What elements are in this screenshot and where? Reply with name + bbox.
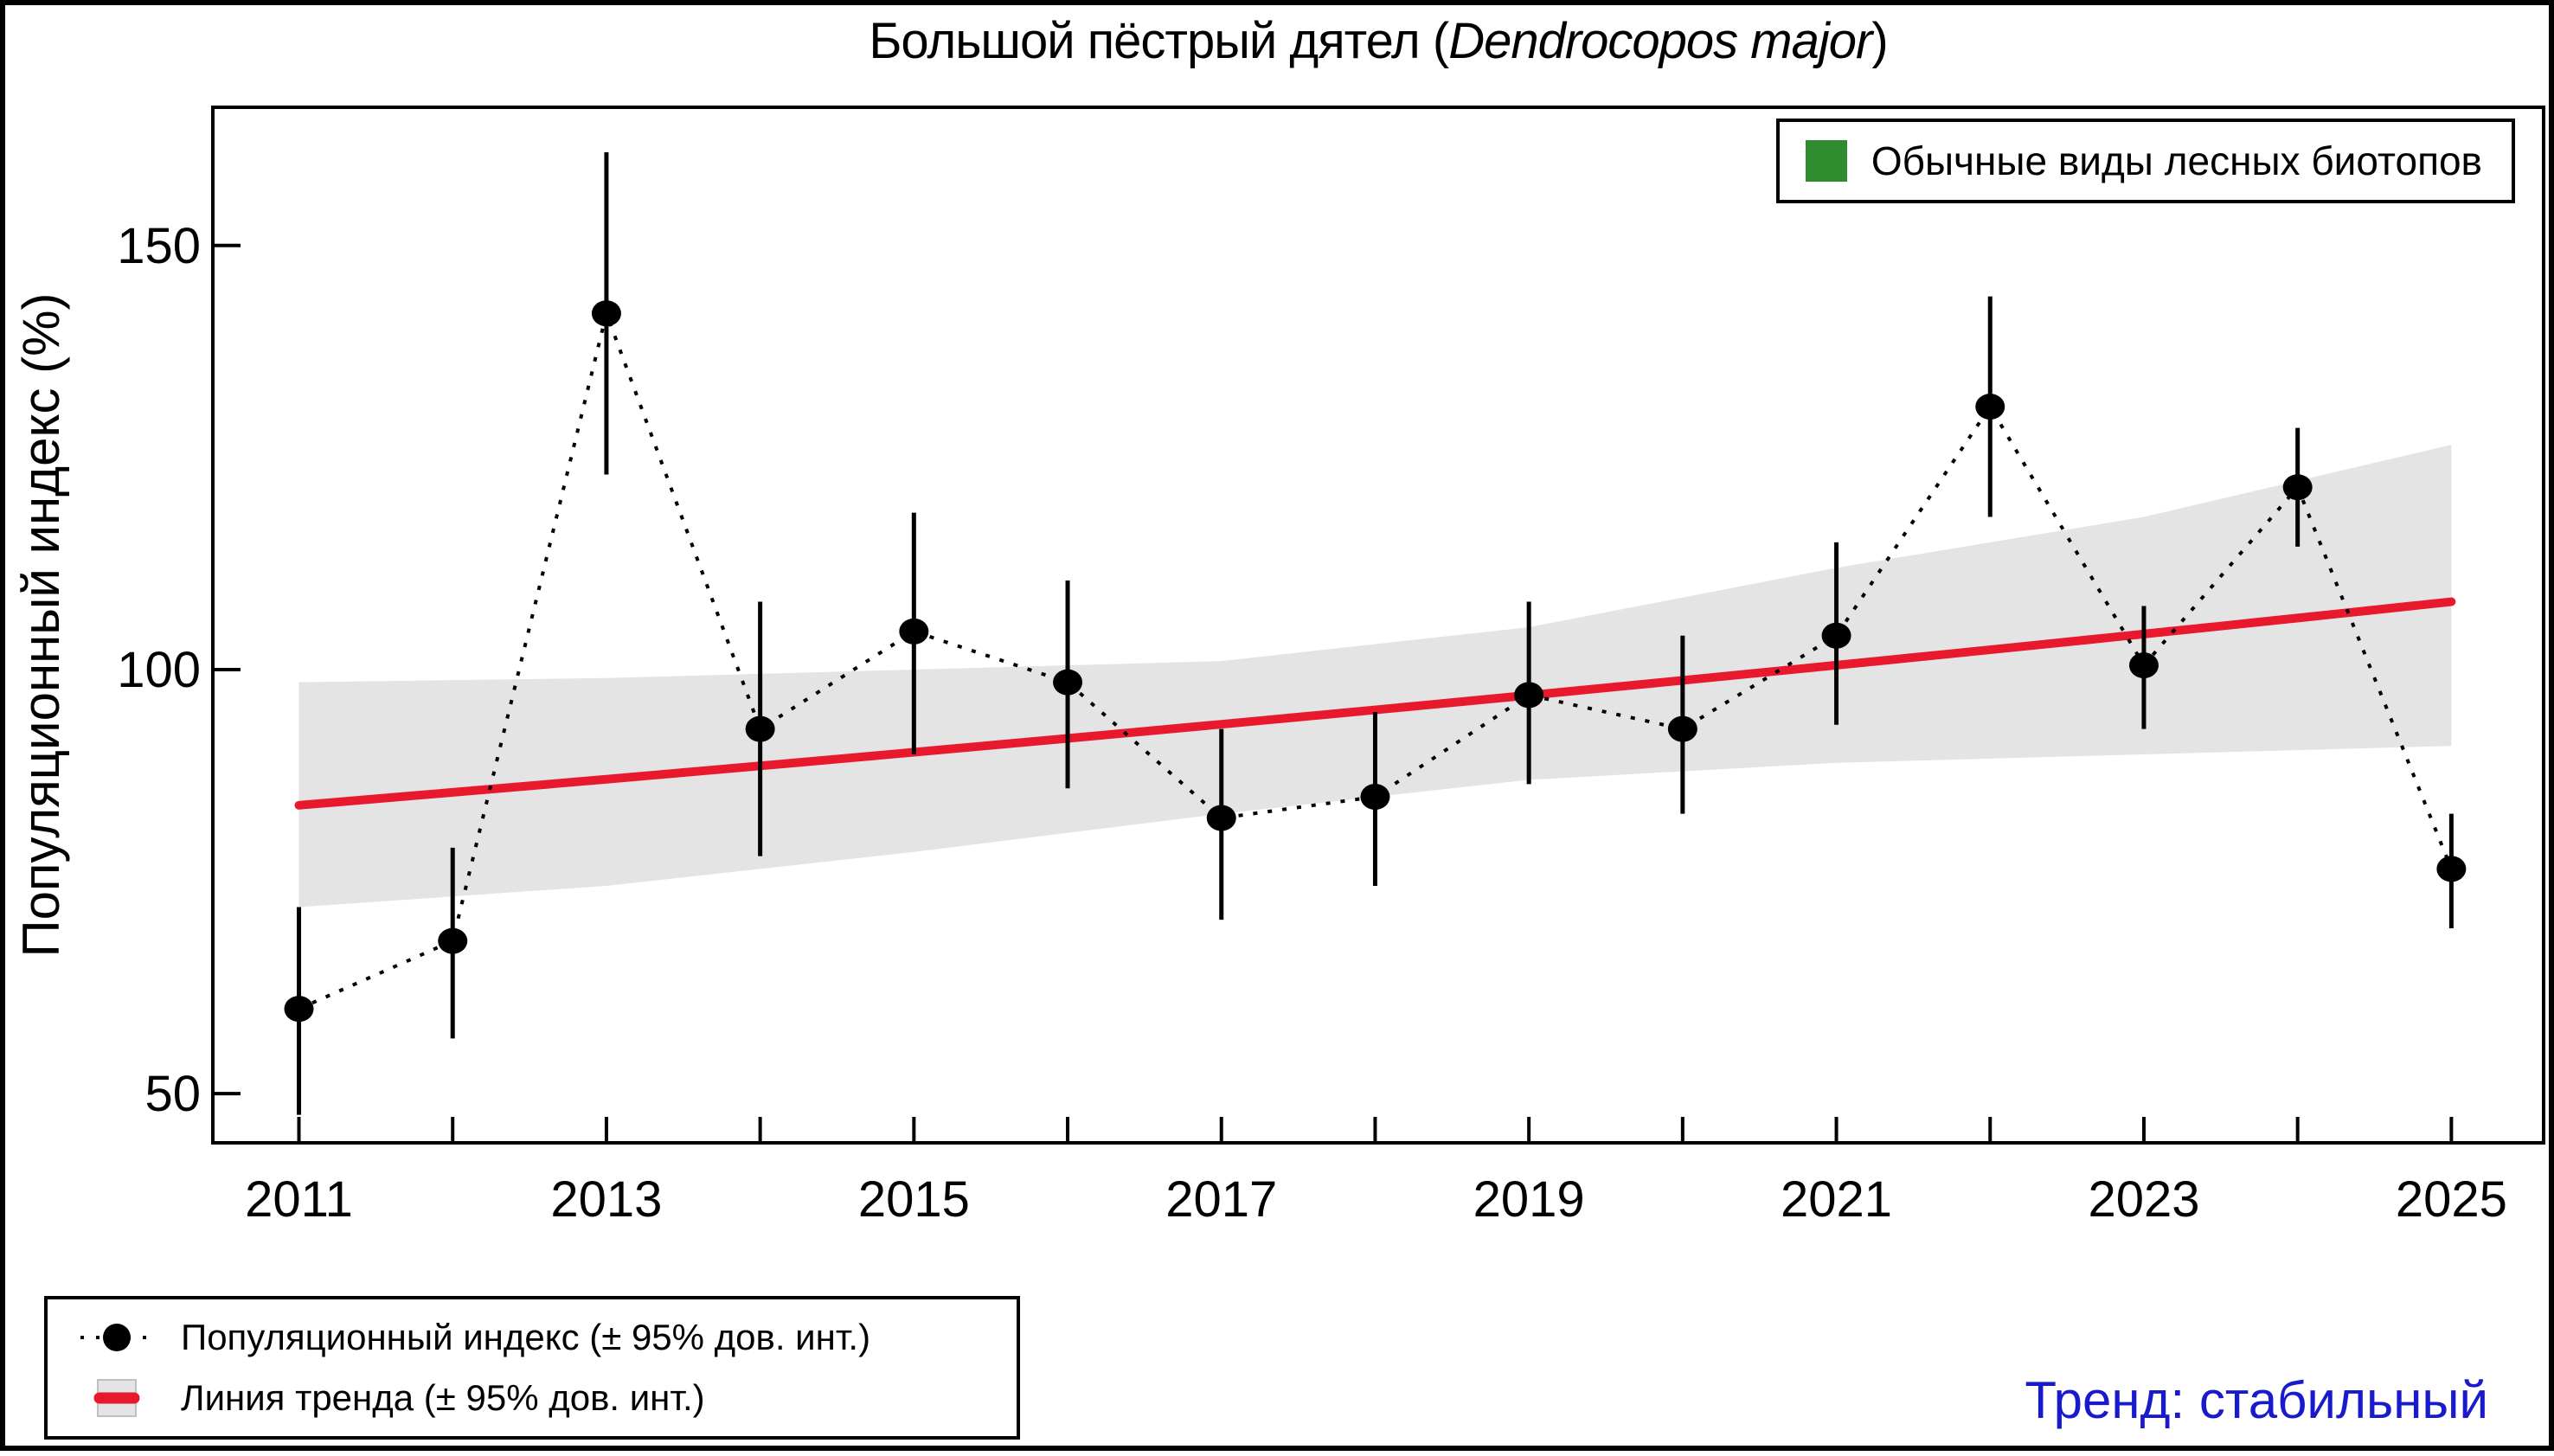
data-point	[2436, 856, 2467, 882]
y-axis-title: Популяционный индекс (%)	[12, 293, 70, 958]
x-tick-label: 2023	[2088, 1171, 2199, 1228]
habitat-legend-label: Обычные виды лесных биотопов	[1871, 138, 2482, 183]
data-point	[1206, 805, 1236, 831]
index-connector-line	[298, 307, 2454, 1010]
legend-trend-label: Линия тренда (± 95% дов. инт.)	[181, 1377, 705, 1418]
legend-index-label: Популяционный индекс (± 95% дов. инт.)	[181, 1317, 871, 1357]
trend-line	[294, 597, 2456, 810]
x-tick-label: 2019	[1473, 1171, 1585, 1228]
chart-title-species-latin: Dendrocopos major	[1448, 13, 1872, 69]
data-point	[1667, 715, 1697, 742]
data-point	[1514, 682, 1544, 709]
x-tick-label: 2011	[245, 1171, 353, 1228]
data-point	[1360, 784, 1390, 811]
y-tick-label: 150	[117, 218, 201, 274]
data-point	[1975, 394, 2005, 420]
trend-status-note: Тренд: стабильный	[2025, 1371, 2488, 1429]
trend-line-marker-icon	[93, 1379, 140, 1417]
x-tick-label: 2025	[2396, 1171, 2507, 1228]
x-tick-label: 2017	[1165, 1171, 1277, 1228]
legend-row-index: Популяционный индекс (± 95% дов. инт.)	[65, 1311, 999, 1364]
data-point	[1053, 669, 1083, 696]
data-point	[591, 300, 621, 327]
x-tick-label: 2021	[1781, 1171, 1892, 1228]
data-point	[899, 618, 929, 645]
x-tick-label: 2015	[858, 1171, 970, 1228]
index-series-marker-icon	[80, 1324, 153, 1351]
data-point	[438, 927, 468, 954]
trend-ci-band	[298, 445, 2452, 908]
plot-border	[211, 106, 2545, 1145]
data-point	[1821, 622, 1851, 649]
data-point	[2282, 474, 2313, 501]
data-point	[745, 715, 775, 742]
green-square-icon	[1805, 140, 1847, 182]
chart-title: Большой пёстрый дятел (Dendrocopos major…	[213, 12, 2544, 81]
series-legend: Популяционный индекс (± 95% дов. инт.) Л…	[44, 1296, 1020, 1440]
population-index-chart: 2011 2013 2015 2017 2019 2021 2023 2025 50 100 150…	[12, 106, 2545, 1228]
data-point	[2128, 652, 2159, 679]
legend-row-trend: Линия тренда (± 95% дов. инт.)	[65, 1371, 999, 1425]
data-point	[284, 996, 314, 1023]
habitat-legend: Обычные виды лесных биотопов	[1775, 119, 2515, 203]
y-tick-label: 100	[117, 642, 201, 698]
chart-title-close: )	[1871, 13, 1888, 69]
chart-title-text: Большой пёстрый дятел (	[869, 13, 1449, 69]
y-tick-label: 50	[144, 1066, 201, 1122]
x-tick-label: 2013	[550, 1171, 662, 1228]
